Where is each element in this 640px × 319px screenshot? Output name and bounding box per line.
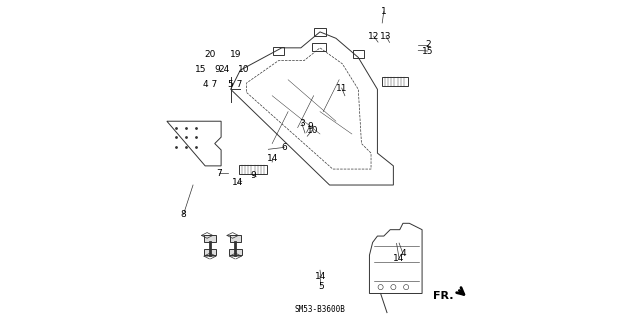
Text: SM53-B3600B: SM53-B3600B: [294, 305, 346, 314]
Bar: [273, 47, 284, 55]
Text: 1: 1: [381, 7, 387, 16]
Text: 24: 24: [218, 65, 229, 74]
Text: 13: 13: [380, 32, 392, 41]
Text: 14: 14: [267, 154, 278, 163]
Bar: [230, 235, 241, 242]
Text: 10: 10: [307, 126, 318, 135]
Bar: [312, 43, 326, 51]
Text: 9: 9: [307, 122, 313, 130]
Text: 5: 5: [318, 282, 324, 291]
Text: 14: 14: [232, 178, 244, 187]
Text: 14: 14: [394, 254, 404, 263]
Text: 2: 2: [425, 40, 431, 49]
Text: 11: 11: [336, 84, 348, 93]
Bar: [204, 235, 216, 242]
Text: 10: 10: [237, 65, 249, 74]
Bar: [229, 249, 242, 255]
Text: 14: 14: [316, 272, 326, 281]
Bar: [314, 28, 326, 36]
Text: 9: 9: [214, 65, 220, 74]
Text: 7: 7: [216, 169, 221, 178]
Text: 5 7: 5 7: [228, 80, 243, 89]
Text: 4 7: 4 7: [203, 80, 217, 89]
Text: FR.: FR.: [433, 291, 454, 301]
Bar: [353, 50, 364, 58]
Bar: [382, 77, 408, 86]
Text: 8: 8: [180, 210, 186, 219]
Text: 20: 20: [204, 50, 216, 59]
Text: 6: 6: [282, 143, 287, 152]
Text: 12: 12: [368, 32, 380, 41]
Text: 19: 19: [230, 50, 241, 59]
Bar: [239, 165, 268, 174]
Text: 4: 4: [400, 249, 406, 258]
Text: 3: 3: [299, 119, 305, 128]
Bar: [204, 249, 216, 255]
Text: 15: 15: [422, 47, 433, 56]
Text: 15: 15: [195, 65, 206, 74]
Text: 9: 9: [250, 171, 256, 180]
